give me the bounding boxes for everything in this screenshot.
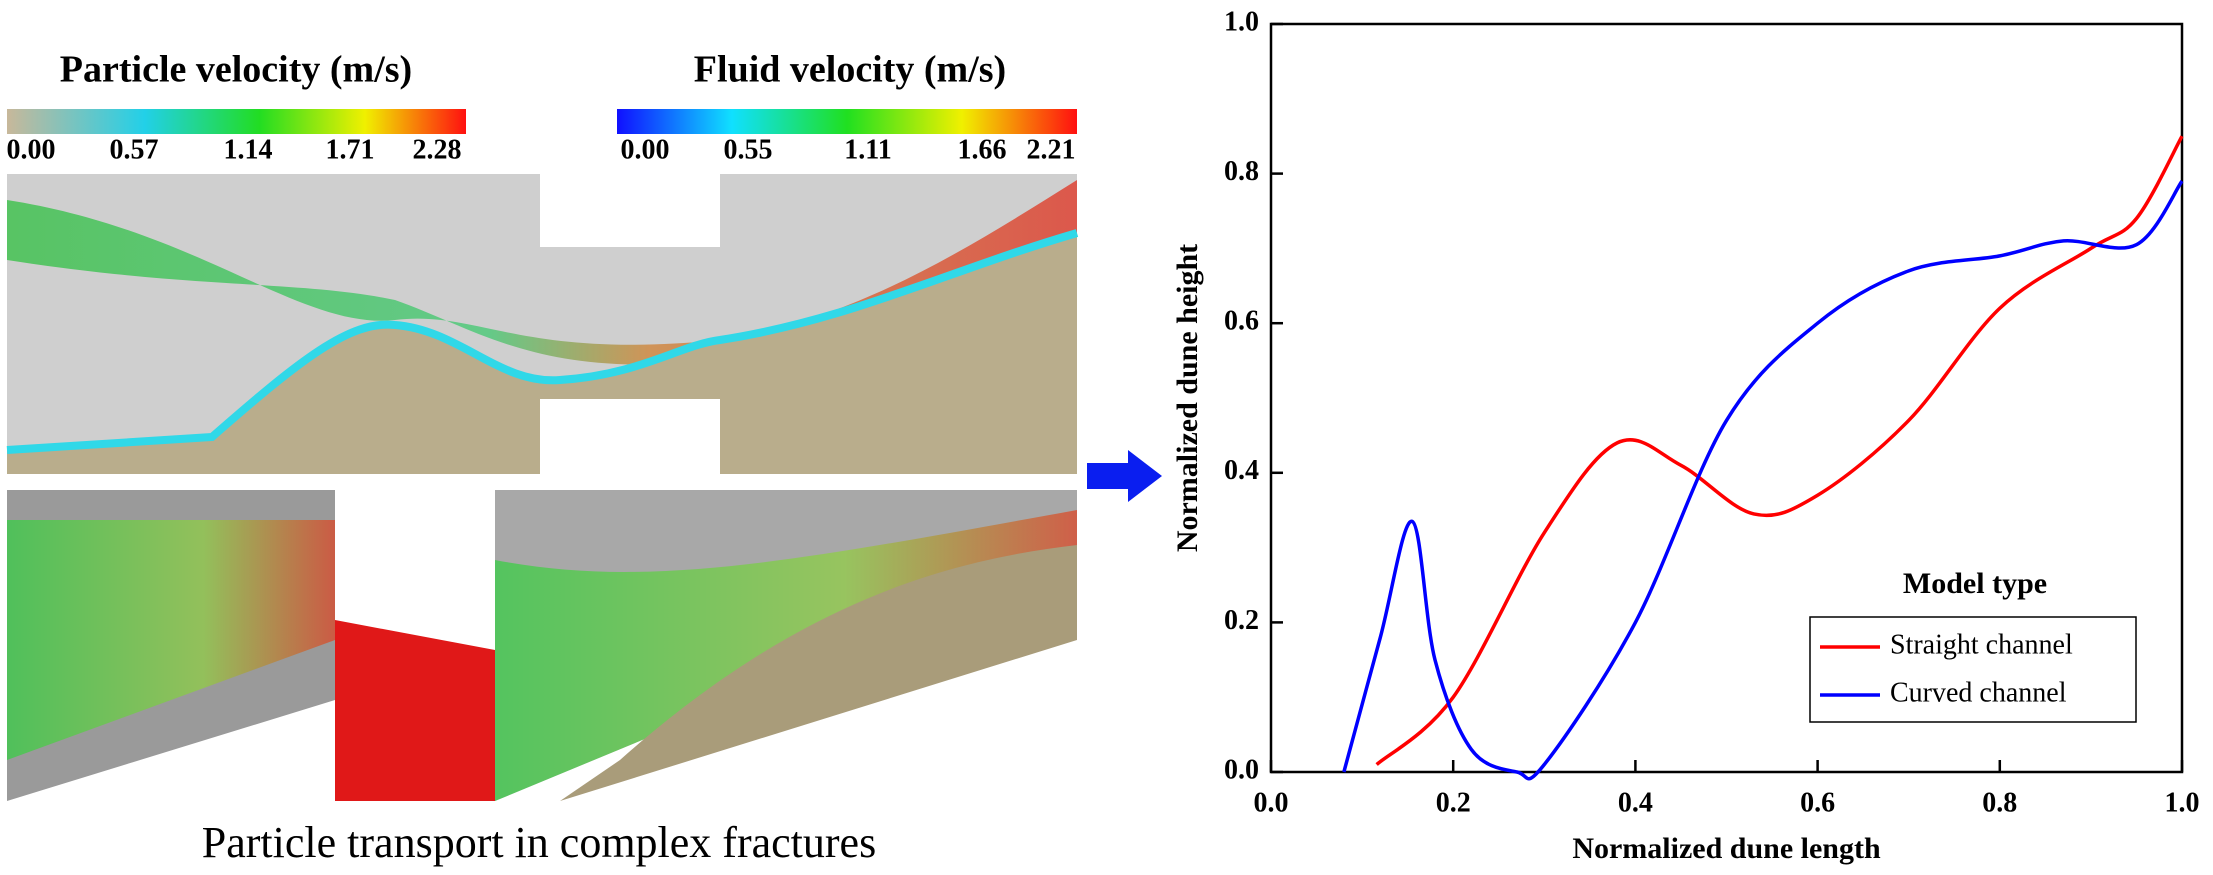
legend-label: Curved channel: [1890, 677, 2067, 708]
line: [1342, 180, 2184, 781]
colorbar-label: 1.11: [844, 134, 891, 165]
legend-label: Straight channel: [1890, 629, 2073, 660]
colorbar-title: Particle velocity (m/s): [60, 49, 412, 91]
notch: [540, 399, 720, 479]
colorbar: [617, 109, 1077, 134]
sand-bed: [7, 233, 1077, 474]
x-tick-label: 1.0: [2165, 787, 2200, 818]
sand-bed: [560, 545, 1077, 801]
y-tick-label: 0.6: [1224, 306, 1259, 337]
y-tick-label: 0.0: [1224, 754, 1259, 785]
x-tick-label: 0.6: [1800, 787, 1835, 818]
caption: Particle transport in complex fractures: [202, 818, 876, 867]
y-tick-label: 0.8: [1224, 156, 1259, 187]
junction: [335, 620, 495, 801]
x-tick-label: 0.0: [1254, 787, 1289, 818]
arrow: [1087, 450, 1162, 502]
colorbar-title: Fluid velocity (m/s): [694, 49, 1006, 91]
notch: [540, 170, 720, 247]
simulation-panel: Particle velocity (m/s) 0.00 0.57 1.14 1…: [6, 49, 1079, 867]
x-tick-label: 0.8: [1982, 787, 2017, 818]
line: [1375, 135, 2184, 766]
particle-flow: [7, 180, 1077, 365]
colorbar-label: 2.28: [413, 134, 462, 165]
x-tick-label: 0.4: [1618, 787, 1653, 818]
colorbar-label: 0.00: [621, 134, 670, 165]
y-axis-label: Normalized dune height: [1171, 244, 1204, 552]
colorbar-label: 2.21: [1027, 134, 1076, 165]
colorbar-label: 0.00: [7, 134, 56, 165]
y-tick-label: 0.2: [1224, 605, 1259, 636]
chart: 0.0 0.2 0.4 0.6 0.8 1.0 0.0 0.2 0.4 0.6 0.8 1.0 Norm…: [1171, 6, 2200, 864]
x-tick-label: 0.2: [1436, 787, 1471, 818]
legend-title: Model type: [1903, 567, 2047, 600]
colorbar-label: 1.66: [958, 134, 1007, 165]
particle-flow: [7, 520, 335, 760]
plot-frame: [1269, 22, 2184, 774]
y-tick-label: 0.4: [1224, 455, 1259, 486]
y-tick-label: 1.0: [1224, 6, 1259, 37]
x-axis-label: Normalized dune length: [1572, 832, 1881, 865]
colorbar-label: 1.14: [224, 134, 273, 165]
legend-box: [1809, 616, 2137, 723]
colorbar-label: 0.57: [110, 134, 159, 165]
colorbar-label: 0.55: [724, 134, 773, 165]
bed-surface: [6, 229, 1079, 454]
colorbar-label: 1.71: [326, 134, 375, 165]
colorbar: [7, 109, 466, 134]
